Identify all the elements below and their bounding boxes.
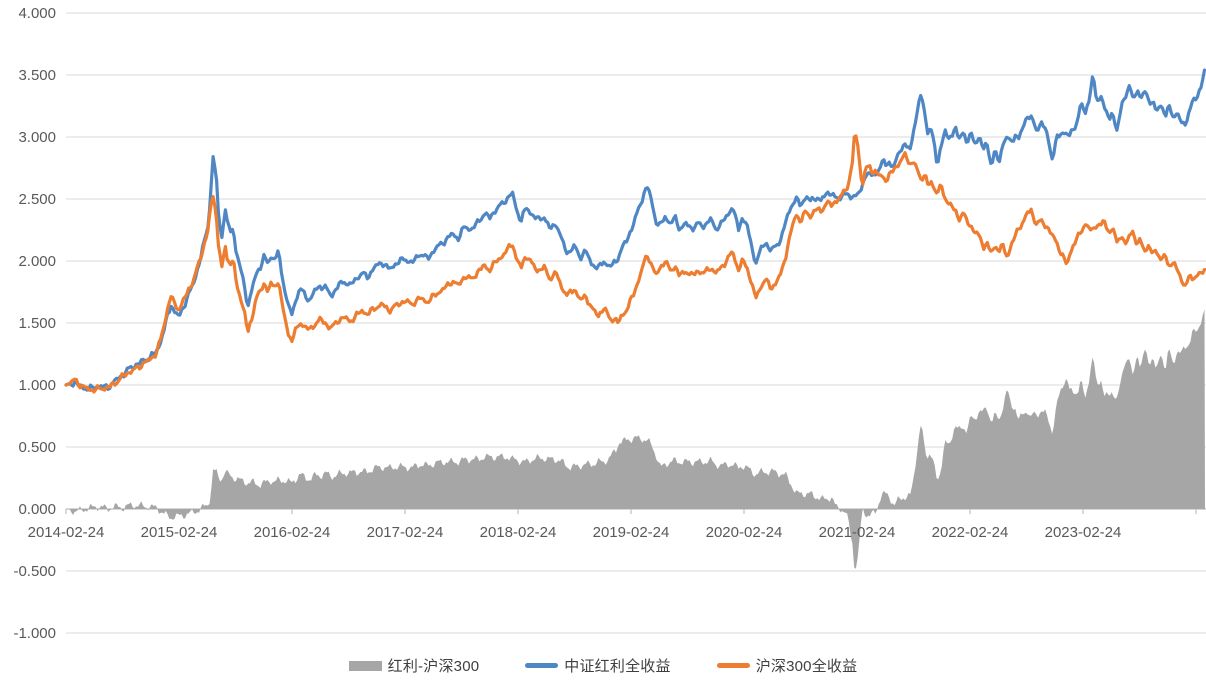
legend-label-diff: 红利-沪深300 <box>387 658 480 675</box>
y-axis-tick-label: 0.000 <box>18 501 56 518</box>
legend-label-csi300: 沪深300全收益 <box>755 658 858 675</box>
y-axis-tick-label: -0.500 <box>13 563 56 580</box>
series-area-dividend-minus-csi300 <box>66 309 1205 569</box>
x-axis-tick-label: 2021-02-24 <box>819 524 896 541</box>
x-axis-tick-label: 2023-02-24 <box>1045 524 1122 541</box>
y-axis-tick-label: 2.000 <box>18 253 56 270</box>
y-axis-tick-label: 2.500 <box>18 191 56 208</box>
x-axis-tick-label: 2014-02-24 <box>28 524 105 541</box>
y-axis-tick-label: 0.500 <box>18 439 56 456</box>
x-axis-tick-label: 2020-02-24 <box>706 524 783 541</box>
y-axis-tick-label: -1.000 <box>13 625 56 642</box>
x-axis-tick-label: 2022-02-24 <box>932 524 1009 541</box>
y-axis-tick-label: 1.000 <box>18 377 56 394</box>
series-line-csi-dividend-total-return <box>64 68 1206 392</box>
line-swatch-icon <box>716 663 750 668</box>
x-axis-tick-label: 2015-02-24 <box>141 524 218 541</box>
x-axis-tick-label: 2018-02-24 <box>480 524 557 541</box>
y-axis-tick-label: 3.000 <box>18 129 56 146</box>
y-axis-tick-label: 1.500 <box>18 315 56 332</box>
area-swatch-icon <box>348 660 382 671</box>
legend: 红利-沪深300 中证红利全收益 沪深300全收益 <box>0 655 1206 676</box>
x-axis-tick-label: 2019-02-24 <box>593 524 670 541</box>
x-axis-tick-label: 2017-02-24 <box>367 524 444 541</box>
legend-label-dividend: 中证红利全收益 <box>564 658 671 675</box>
y-axis-tick-label: 4.000 <box>18 5 56 22</box>
x-axis-tick-label: 2016-02-24 <box>254 524 331 541</box>
legend-item-dividend: 中证红利全收益 <box>525 655 670 676</box>
legend-item-diff: 红利-沪深300 <box>348 655 480 676</box>
line-swatch-icon <box>525 663 559 668</box>
series-line-csi300-total-return <box>64 134 1206 394</box>
legend-item-csi300: 沪深300全收益 <box>716 655 858 676</box>
y-axis-tick-label: 3.500 <box>18 67 56 84</box>
